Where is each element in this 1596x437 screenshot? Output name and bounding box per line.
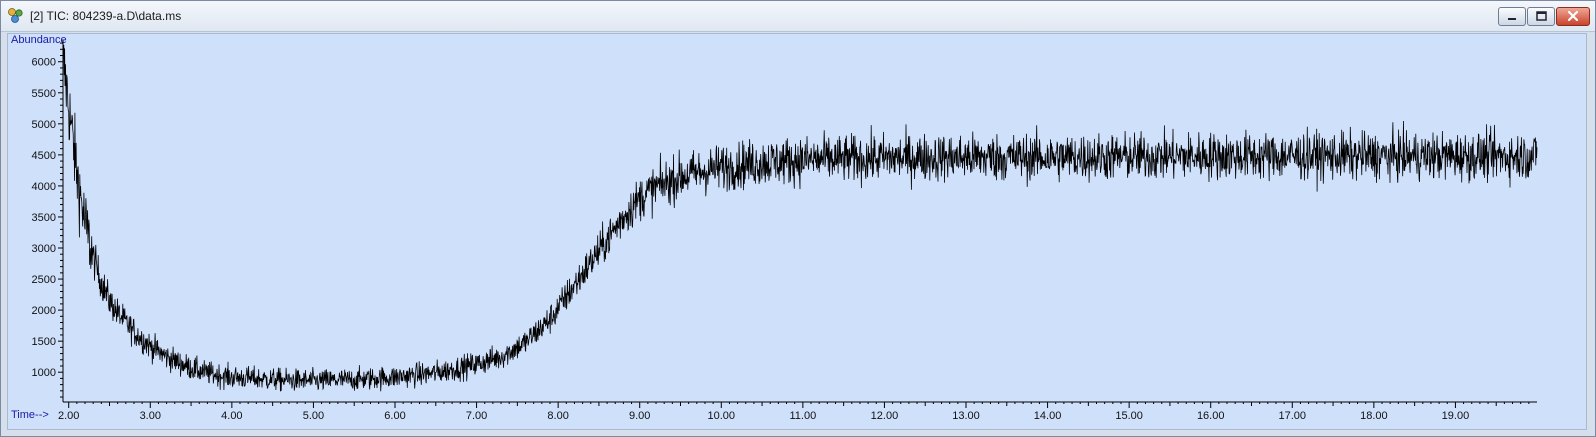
x-tick-label: 4.00 <box>221 410 242 422</box>
close-button[interactable] <box>1556 7 1590 26</box>
x-tick-label: 14.00 <box>1034 410 1062 422</box>
y-axis-label: Abundance <box>11 34 67 46</box>
close-icon <box>1567 10 1579 22</box>
y-tick-label: 3000 <box>32 243 56 255</box>
y-tick-label: 5000 <box>32 119 56 131</box>
x-tick-label: 12.00 <box>871 410 899 422</box>
x-tick-label: 11.00 <box>789 410 816 422</box>
title-bar[interactable]: [2] TIC: 804239-a.D\data.ms <box>1 1 1595 32</box>
x-tick-label: 15.00 <box>1115 410 1143 422</box>
y-tick-label: 4000 <box>32 181 56 193</box>
x-tick-label: 9.00 <box>629 410 650 422</box>
restore-icon <box>1536 11 1547 21</box>
y-tick-label: 6000 <box>32 57 56 69</box>
y-ticks: 1000 1500 2000 2500 3000 3500 4000 4500 5000 5500… <box>32 42 63 398</box>
tic-chart[interactable]: Abundance Time--> 1000 1500 2000 2500 3000 35… <box>8 34 1586 429</box>
x-tick-label: 6.00 <box>384 410 405 422</box>
x-tick-label: 17.00 <box>1279 410 1307 422</box>
minimize-icon <box>1508 18 1516 20</box>
y-tick-label: 5500 <box>32 88 56 100</box>
axes <box>62 40 1537 403</box>
x-tick-label: 5.00 <box>303 410 324 422</box>
y-tick-label: 1000 <box>32 367 56 379</box>
x-tick-label: 13.00 <box>952 410 980 422</box>
x-tick-label: 7.00 <box>466 410 487 422</box>
minimize-button[interactable] <box>1498 7 1526 26</box>
x-tick-label: 8.00 <box>547 410 568 422</box>
x-axis-label: Time--> <box>11 409 49 421</box>
x-tick-label: 2.00 <box>58 410 79 422</box>
y-tick-label: 2500 <box>32 274 56 286</box>
x-tick-label: 19.00 <box>1442 410 1470 422</box>
x-tick-label: 16.00 <box>1197 410 1225 422</box>
y-tick-label: 4500 <box>32 150 56 162</box>
x-tick-label: 10.00 <box>708 410 736 422</box>
tic-trace <box>62 41 1538 392</box>
y-tick-label: 2000 <box>32 305 56 317</box>
maximize-button[interactable] <box>1527 7 1555 26</box>
window-title: [2] TIC: 804239-a.D\data.ms <box>30 9 182 23</box>
app-icon <box>8 8 23 23</box>
y-tick-label: 1500 <box>32 336 56 348</box>
x-ticks: 2.00 3.00 4.00 5.00 6.00 7.00 8.00 9.00 10.00 11.… <box>58 402 1530 422</box>
chromatogram-plot[interactable]: Abundance Time--> 1000 1500 2000 2500 3000 35… <box>7 33 1587 430</box>
y-tick-label: 3500 <box>32 212 56 224</box>
x-tick-label: 3.00 <box>140 410 161 422</box>
x-tick-label: 18.00 <box>1360 410 1388 422</box>
